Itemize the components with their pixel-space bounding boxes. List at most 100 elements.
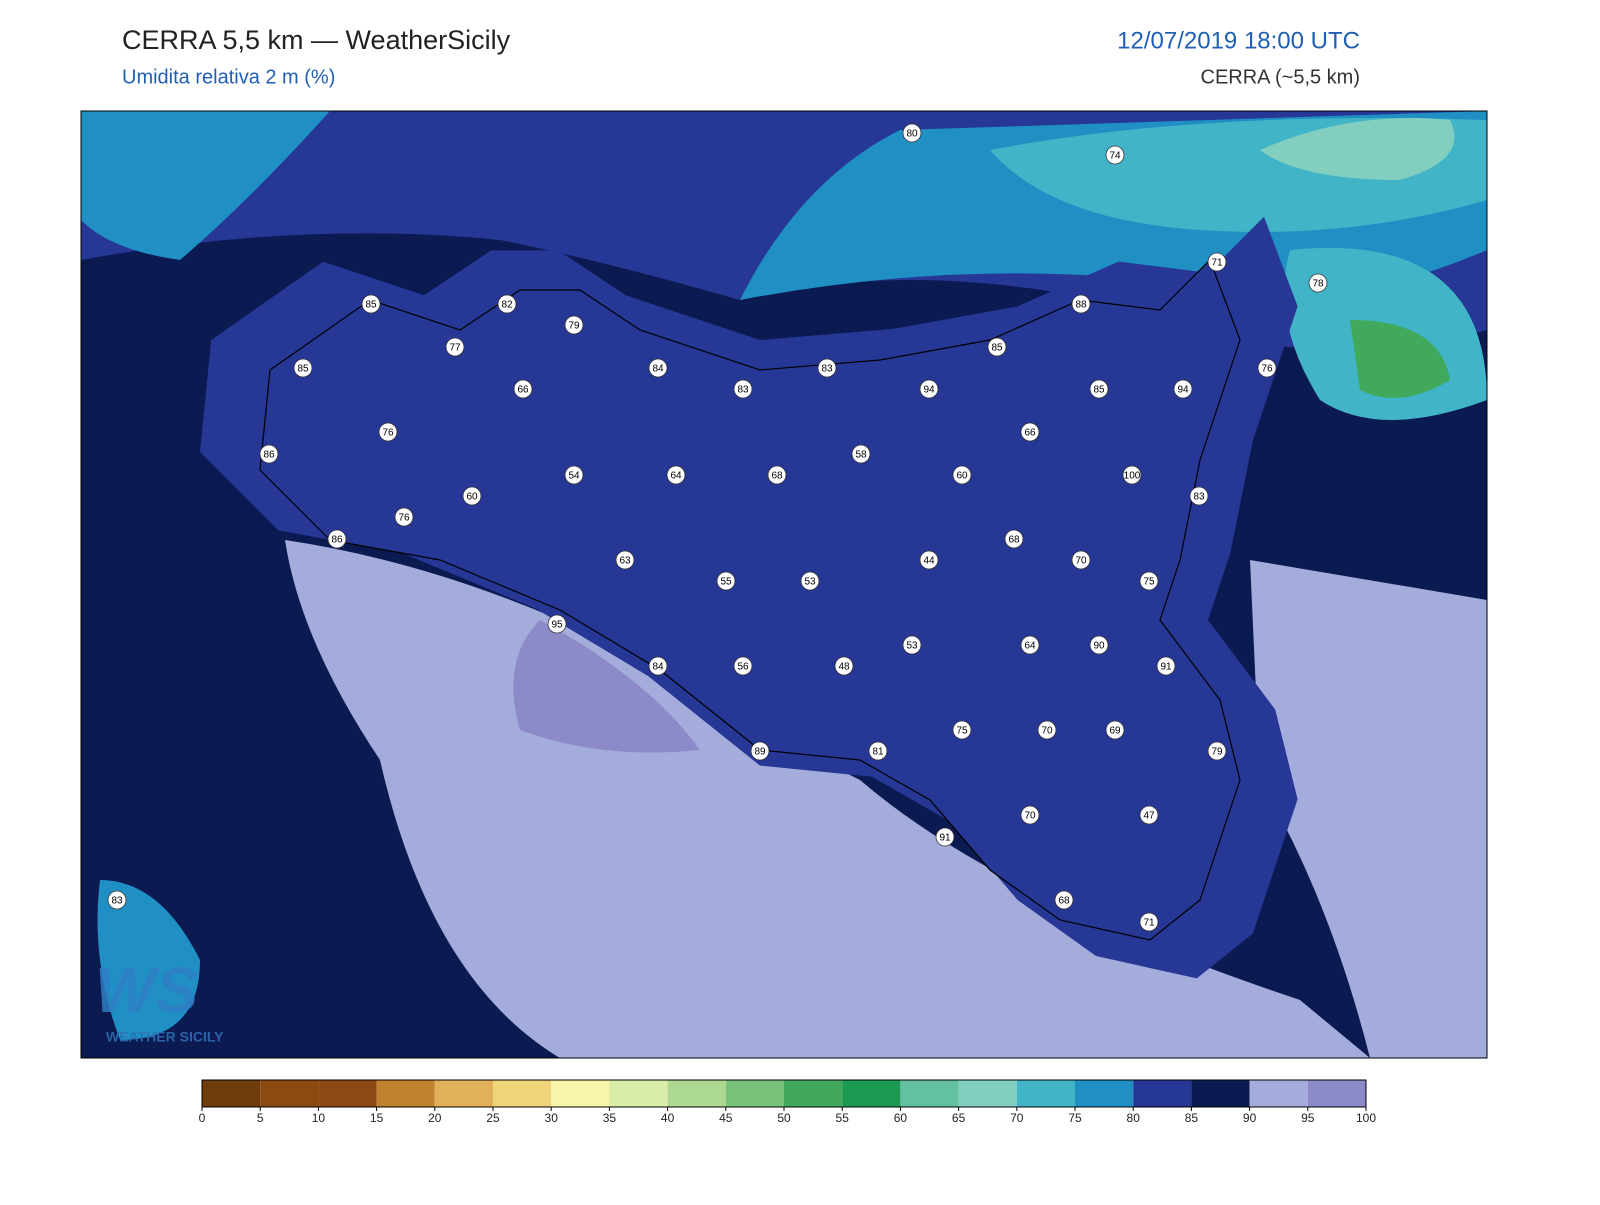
station-value: 56 (737, 662, 749, 673)
subtitle: Umidita relativa 2 m (%) (122, 66, 335, 88)
station-marker (361, 294, 381, 314)
station-value: 89 (754, 747, 766, 758)
station: 66 (513, 379, 533, 399)
station: 81 (868, 741, 888, 761)
station: 80 (902, 123, 922, 143)
station-value: 48 (838, 662, 850, 673)
station-value: 75 (1143, 577, 1155, 588)
station-value: 77 (449, 343, 461, 354)
station-marker (497, 294, 517, 314)
station: 66 (1020, 422, 1040, 442)
station: 82 (497, 294, 517, 314)
station-value: 47 (1143, 811, 1155, 822)
station: 48 (834, 656, 854, 676)
station-marker (462, 486, 482, 506)
station-marker (1308, 273, 1328, 293)
station-marker (1071, 294, 1091, 314)
station-marker (952, 465, 972, 485)
station: 84 (648, 656, 668, 676)
station-marker (1020, 635, 1040, 655)
station-value: 63 (619, 556, 631, 567)
station: 85 (987, 337, 1007, 357)
station-value: 54 (568, 471, 580, 482)
color-bin (318, 1080, 377, 1107)
station: 90 (1089, 635, 1109, 655)
station-marker (259, 444, 279, 464)
color-bin (1133, 1080, 1192, 1107)
colorbar-tick-label: 95 (1301, 1111, 1315, 1125)
station: 53 (902, 635, 922, 655)
station-marker (1020, 422, 1040, 442)
colorbar-tick-label: 45 (719, 1111, 733, 1125)
station-value: 76 (398, 513, 410, 524)
station-marker (1173, 379, 1193, 399)
color-bin (725, 1080, 784, 1107)
station-value: 71 (1143, 918, 1155, 929)
map (81, 111, 1487, 1058)
colorbar-tick-label: 100 (1356, 1111, 1376, 1125)
station-marker (1089, 379, 1109, 399)
station: 85 (1089, 379, 1109, 399)
station-marker (902, 123, 922, 143)
station: 44 (919, 550, 939, 570)
color-bin (1075, 1080, 1134, 1107)
station-marker (919, 379, 939, 399)
station: 70 (1020, 805, 1040, 825)
color-bin (260, 1080, 319, 1107)
station-marker (564, 465, 584, 485)
station-value: 55 (720, 577, 732, 588)
station: 95 (547, 614, 567, 634)
colorbar-tick-label: 25 (486, 1111, 500, 1125)
station-value: 85 (1093, 385, 1105, 396)
station-value: 94 (1177, 385, 1189, 396)
station: 70 (1071, 550, 1091, 570)
station-marker (987, 337, 1007, 357)
station: 60 (952, 465, 972, 485)
logo-caption: WEATHER SICILY (106, 1029, 224, 1045)
station: 75 (1139, 571, 1159, 591)
station-marker (648, 358, 668, 378)
station-value: 85 (365, 300, 377, 311)
station-marker (1139, 912, 1159, 932)
station: 75 (952, 720, 972, 740)
station-marker (1139, 571, 1159, 591)
station-marker (750, 741, 770, 761)
station-value: 64 (1024, 641, 1036, 652)
color-bin (1016, 1080, 1075, 1107)
station-marker (1020, 805, 1040, 825)
station-marker (1105, 720, 1125, 740)
station-marker (733, 379, 753, 399)
station-marker (445, 337, 465, 357)
station-marker (902, 635, 922, 655)
station: 94 (1173, 379, 1193, 399)
colorbar-tick-label: 80 (1127, 1111, 1141, 1125)
station-marker (716, 571, 736, 591)
station: 76 (378, 422, 398, 442)
station: 54 (564, 465, 584, 485)
color-bin (609, 1080, 668, 1107)
station: 74 (1105, 145, 1125, 165)
color-bin (434, 1080, 493, 1107)
station: 68 (767, 465, 787, 485)
station-marker (1139, 805, 1159, 825)
station-value: 60 (956, 471, 968, 482)
datetime: 12/07/2019 18:00 UTC (1117, 27, 1360, 54)
station-marker (935, 827, 955, 847)
station-value: 83 (821, 364, 833, 375)
station-value: 53 (906, 641, 918, 652)
color-bin (842, 1080, 901, 1107)
station-marker (1122, 465, 1142, 485)
colorbar-tick-label: 50 (777, 1111, 791, 1125)
colorbar-tick-label: 55 (836, 1111, 850, 1125)
station-marker (293, 358, 313, 378)
station: 85 (361, 294, 381, 314)
station: 83 (1189, 486, 1209, 506)
station-value: 91 (1160, 662, 1172, 673)
station-marker (1207, 252, 1227, 272)
station: 64 (1020, 635, 1040, 655)
station-marker (666, 465, 686, 485)
color-bin (784, 1080, 843, 1107)
station-value: 68 (1008, 535, 1020, 546)
station-marker (564, 315, 584, 335)
